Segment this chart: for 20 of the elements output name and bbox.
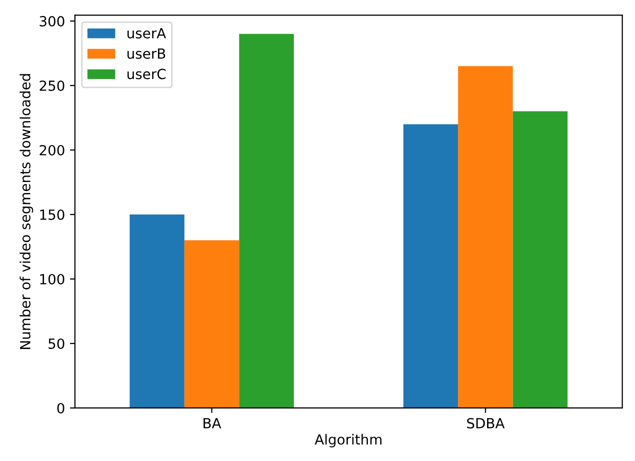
y-tick-label: 300	[40, 16, 64, 26]
y-axis-title: Number of video segments downloaded	[20, 74, 34, 349]
legend-label: userB	[128, 48, 166, 59]
y-tick-label: 150	[40, 209, 64, 220]
bar	[130, 214, 184, 408]
bar	[512, 111, 568, 408]
y-tick-label: 50	[48, 338, 64, 349]
x-tick-label: BA	[204, 418, 222, 428]
bar	[403, 124, 458, 408]
y-tick-label: 200	[40, 144, 64, 156]
y-tick-label: 250	[40, 80, 64, 91]
y-tick-label: 0	[57, 402, 64, 414]
legend-label: userA	[128, 28, 166, 38]
bar	[239, 34, 294, 408]
bar	[184, 240, 240, 408]
legend-label: userC	[128, 68, 166, 80]
bar	[458, 66, 513, 408]
x-axis-title: Algorithm	[314, 434, 382, 448]
y-tick-label: 100	[40, 274, 64, 284]
x-tick-label: SDBA	[467, 418, 505, 428]
